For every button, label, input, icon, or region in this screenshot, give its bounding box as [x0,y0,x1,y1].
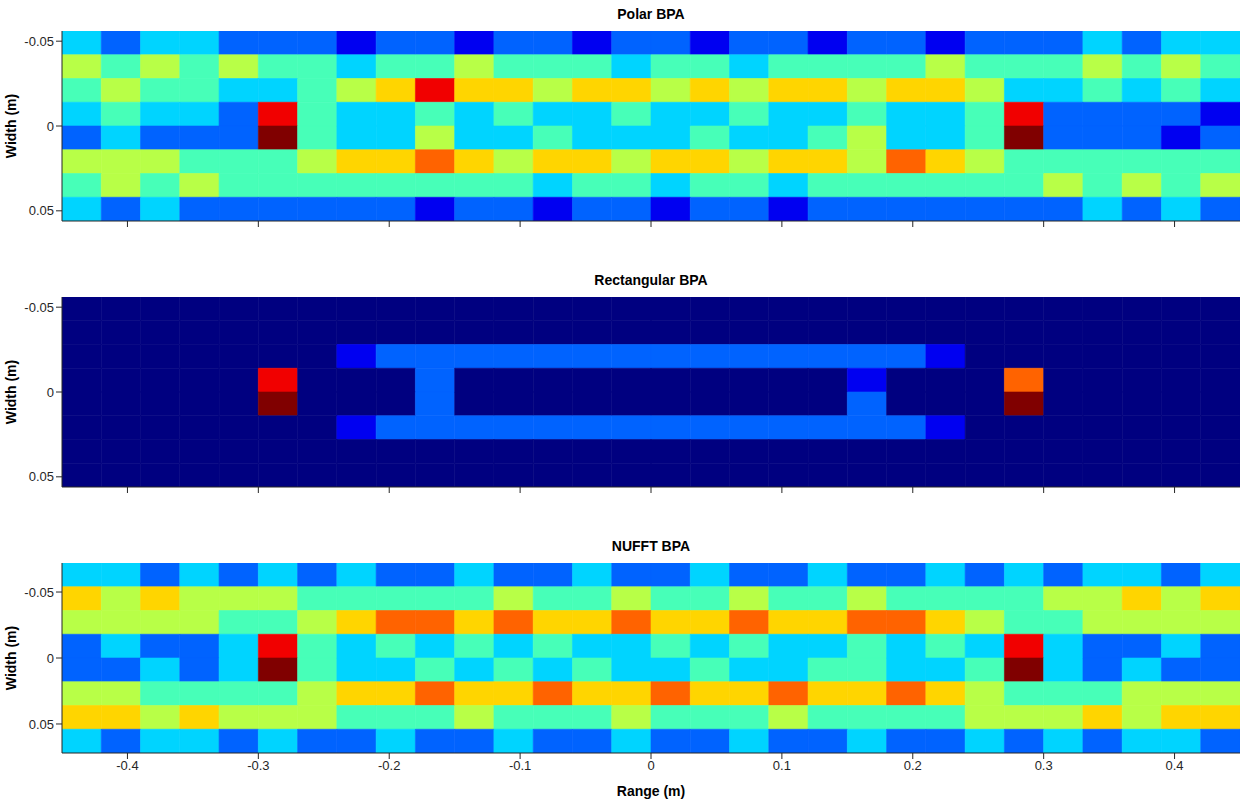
svg-text:0: 0 [647,758,654,773]
html-text:Width (m): Width (m) [3,93,19,159]
svg-text:-0.05: -0.05 [24,585,54,600]
svg-text:0: 0 [47,651,54,666]
svg-text:-0.3: -0.3 [247,758,269,773]
svg-text:0.05: 0.05 [29,203,54,218]
svg-text:0: 0 [47,119,54,134]
svg-text:-0.1: -0.1 [509,758,531,773]
svg-text:0.3: 0.3 [1035,758,1053,773]
svg-text:0.05: 0.05 [29,717,54,732]
html-text:Rectangular BPA: Rectangular BPA [594,272,708,288]
html-text:NUFFT BPA: NUFFT BPA [611,538,691,554]
svg-text:0.05: 0.05 [29,469,54,484]
svg-text:0.4: 0.4 [1166,758,1184,773]
svg-text:-0.2: -0.2 [378,758,400,773]
svg-text:-0.4: -0.4 [116,758,138,773]
svg-text:0: 0 [47,385,54,400]
html-text:Width (m): Width (m) [3,359,19,425]
html-text:Range (m): Range (m) [616,783,686,799]
svg-text:-0.05: -0.05 [24,34,54,49]
html-text:Width (m): Width (m) [3,625,19,691]
html-text:Polar BPA: Polar BPA [617,6,685,22]
svg-text:0.1: 0.1 [773,758,791,773]
svg-text:-0.05: -0.05 [24,300,54,315]
svg-text:0.2: 0.2 [904,758,922,773]
